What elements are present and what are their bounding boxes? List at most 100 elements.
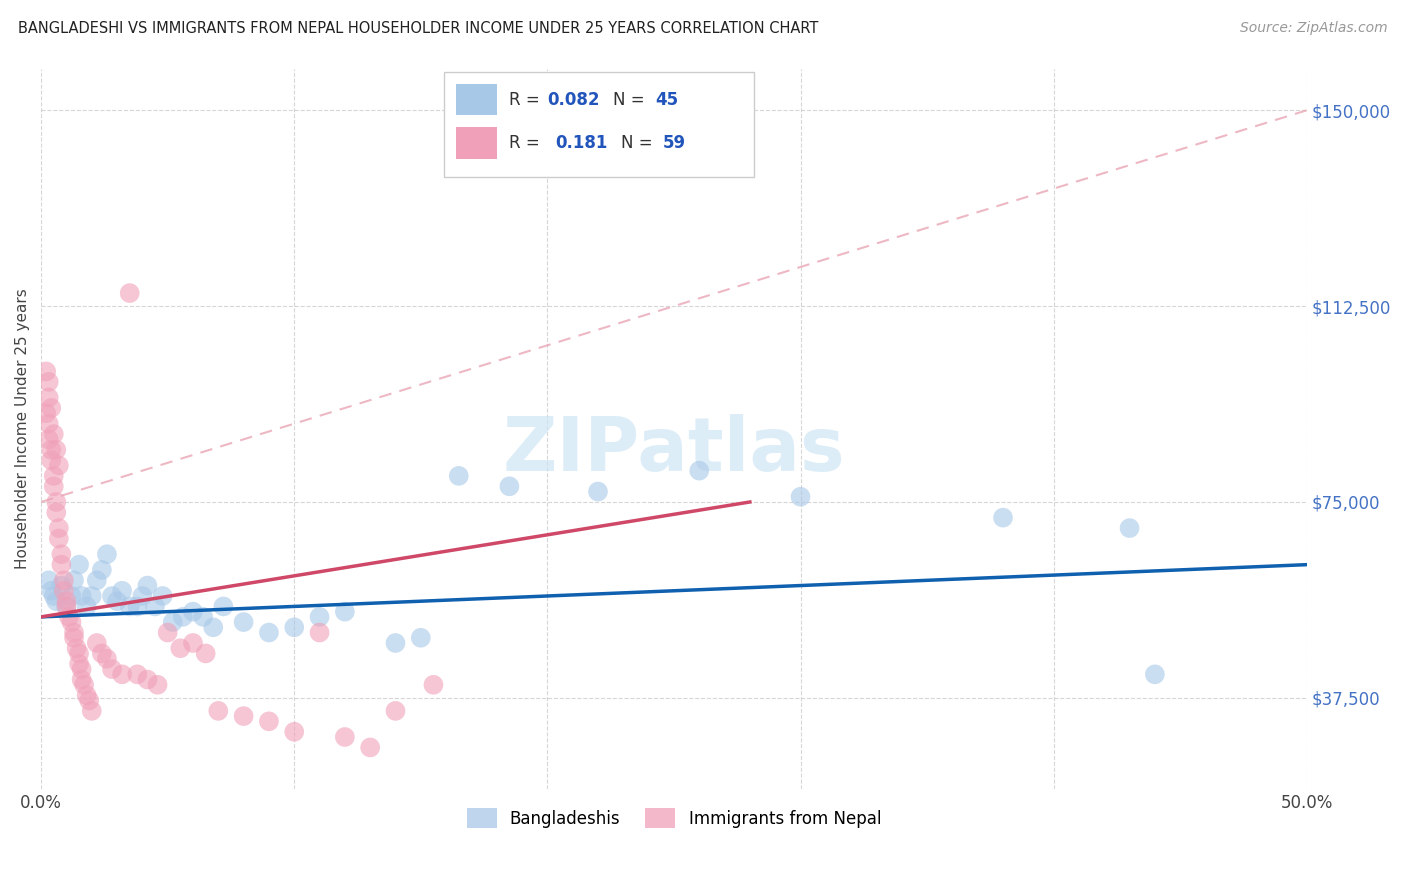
Point	[232, 615, 254, 629]
Point	[39, 453, 62, 467]
Point	[86, 636, 108, 650]
Point	[101, 662, 124, 676]
Point	[60, 615, 83, 629]
Point	[181, 636, 204, 650]
Point	[51, 578, 73, 592]
Text: ZIPatlas: ZIPatlas	[502, 414, 845, 487]
Point	[90, 647, 112, 661]
FancyBboxPatch shape	[456, 84, 496, 115]
Point	[38, 391, 60, 405]
Point	[111, 583, 134, 598]
Point	[333, 605, 356, 619]
Point	[42, 479, 65, 493]
Point	[80, 704, 103, 718]
Point	[39, 442, 62, 457]
Point	[96, 651, 118, 665]
Point	[38, 574, 60, 588]
Text: Source: ZipAtlas.com: Source: ZipAtlas.com	[1240, 21, 1388, 36]
Point	[169, 641, 191, 656]
Point	[308, 610, 330, 624]
Legend: Bangladeshis, Immigrants from Nepal: Bangladeshis, Immigrants from Nepal	[460, 801, 889, 835]
Text: 59: 59	[662, 134, 686, 152]
Point	[498, 479, 520, 493]
Point	[45, 442, 67, 457]
Point	[586, 484, 609, 499]
Point	[80, 589, 103, 603]
Point	[384, 636, 406, 650]
Text: 0.082: 0.082	[547, 90, 600, 109]
Point	[35, 406, 58, 420]
Point	[143, 599, 166, 614]
Point	[45, 594, 67, 608]
Point	[162, 615, 184, 629]
Point	[118, 599, 141, 614]
Point	[63, 631, 86, 645]
Point	[172, 610, 194, 624]
Point	[65, 641, 87, 656]
Point	[76, 599, 98, 614]
Point	[194, 647, 217, 661]
Point	[202, 620, 225, 634]
Point	[77, 693, 100, 707]
Point	[1143, 667, 1166, 681]
Text: 45: 45	[655, 90, 678, 109]
Point	[127, 599, 149, 614]
Text: 0.181: 0.181	[555, 134, 607, 152]
Point	[73, 678, 96, 692]
Point	[447, 468, 470, 483]
Point	[70, 662, 93, 676]
Point	[38, 417, 60, 431]
Point	[152, 589, 174, 603]
Point	[136, 673, 159, 687]
Point	[333, 730, 356, 744]
Point	[51, 547, 73, 561]
Point	[789, 490, 811, 504]
Text: R =: R =	[509, 134, 551, 152]
Point	[52, 583, 75, 598]
Point	[67, 657, 90, 671]
Point	[101, 589, 124, 603]
Point	[283, 620, 305, 634]
Point	[45, 495, 67, 509]
Point	[55, 599, 77, 614]
FancyBboxPatch shape	[456, 127, 496, 159]
Point	[136, 578, 159, 592]
Point	[111, 667, 134, 681]
Point	[38, 433, 60, 447]
Point	[257, 714, 280, 729]
Point	[63, 625, 86, 640]
Point	[156, 625, 179, 640]
Text: R =: R =	[509, 90, 546, 109]
FancyBboxPatch shape	[443, 72, 754, 177]
Point	[212, 599, 235, 614]
Point	[70, 589, 93, 603]
Point	[63, 574, 86, 588]
Point	[118, 286, 141, 301]
Y-axis label: Householder Income Under 25 years: Householder Income Under 25 years	[15, 288, 30, 569]
Point	[76, 688, 98, 702]
Text: N =: N =	[621, 134, 658, 152]
Point	[45, 505, 67, 519]
Point	[359, 740, 381, 755]
Point	[58, 610, 80, 624]
Point	[90, 563, 112, 577]
Point	[39, 583, 62, 598]
Point	[146, 678, 169, 692]
Point	[422, 678, 444, 692]
Point	[127, 667, 149, 681]
Point	[308, 625, 330, 640]
Text: N =: N =	[613, 90, 650, 109]
Point	[42, 468, 65, 483]
Point	[51, 558, 73, 572]
Point	[207, 704, 229, 718]
Point	[688, 464, 710, 478]
Point	[48, 458, 70, 473]
Point	[70, 673, 93, 687]
Point	[409, 631, 432, 645]
Point	[384, 704, 406, 718]
Point	[191, 610, 214, 624]
Point	[181, 605, 204, 619]
Point	[35, 364, 58, 378]
Point	[283, 724, 305, 739]
Point	[67, 558, 90, 572]
